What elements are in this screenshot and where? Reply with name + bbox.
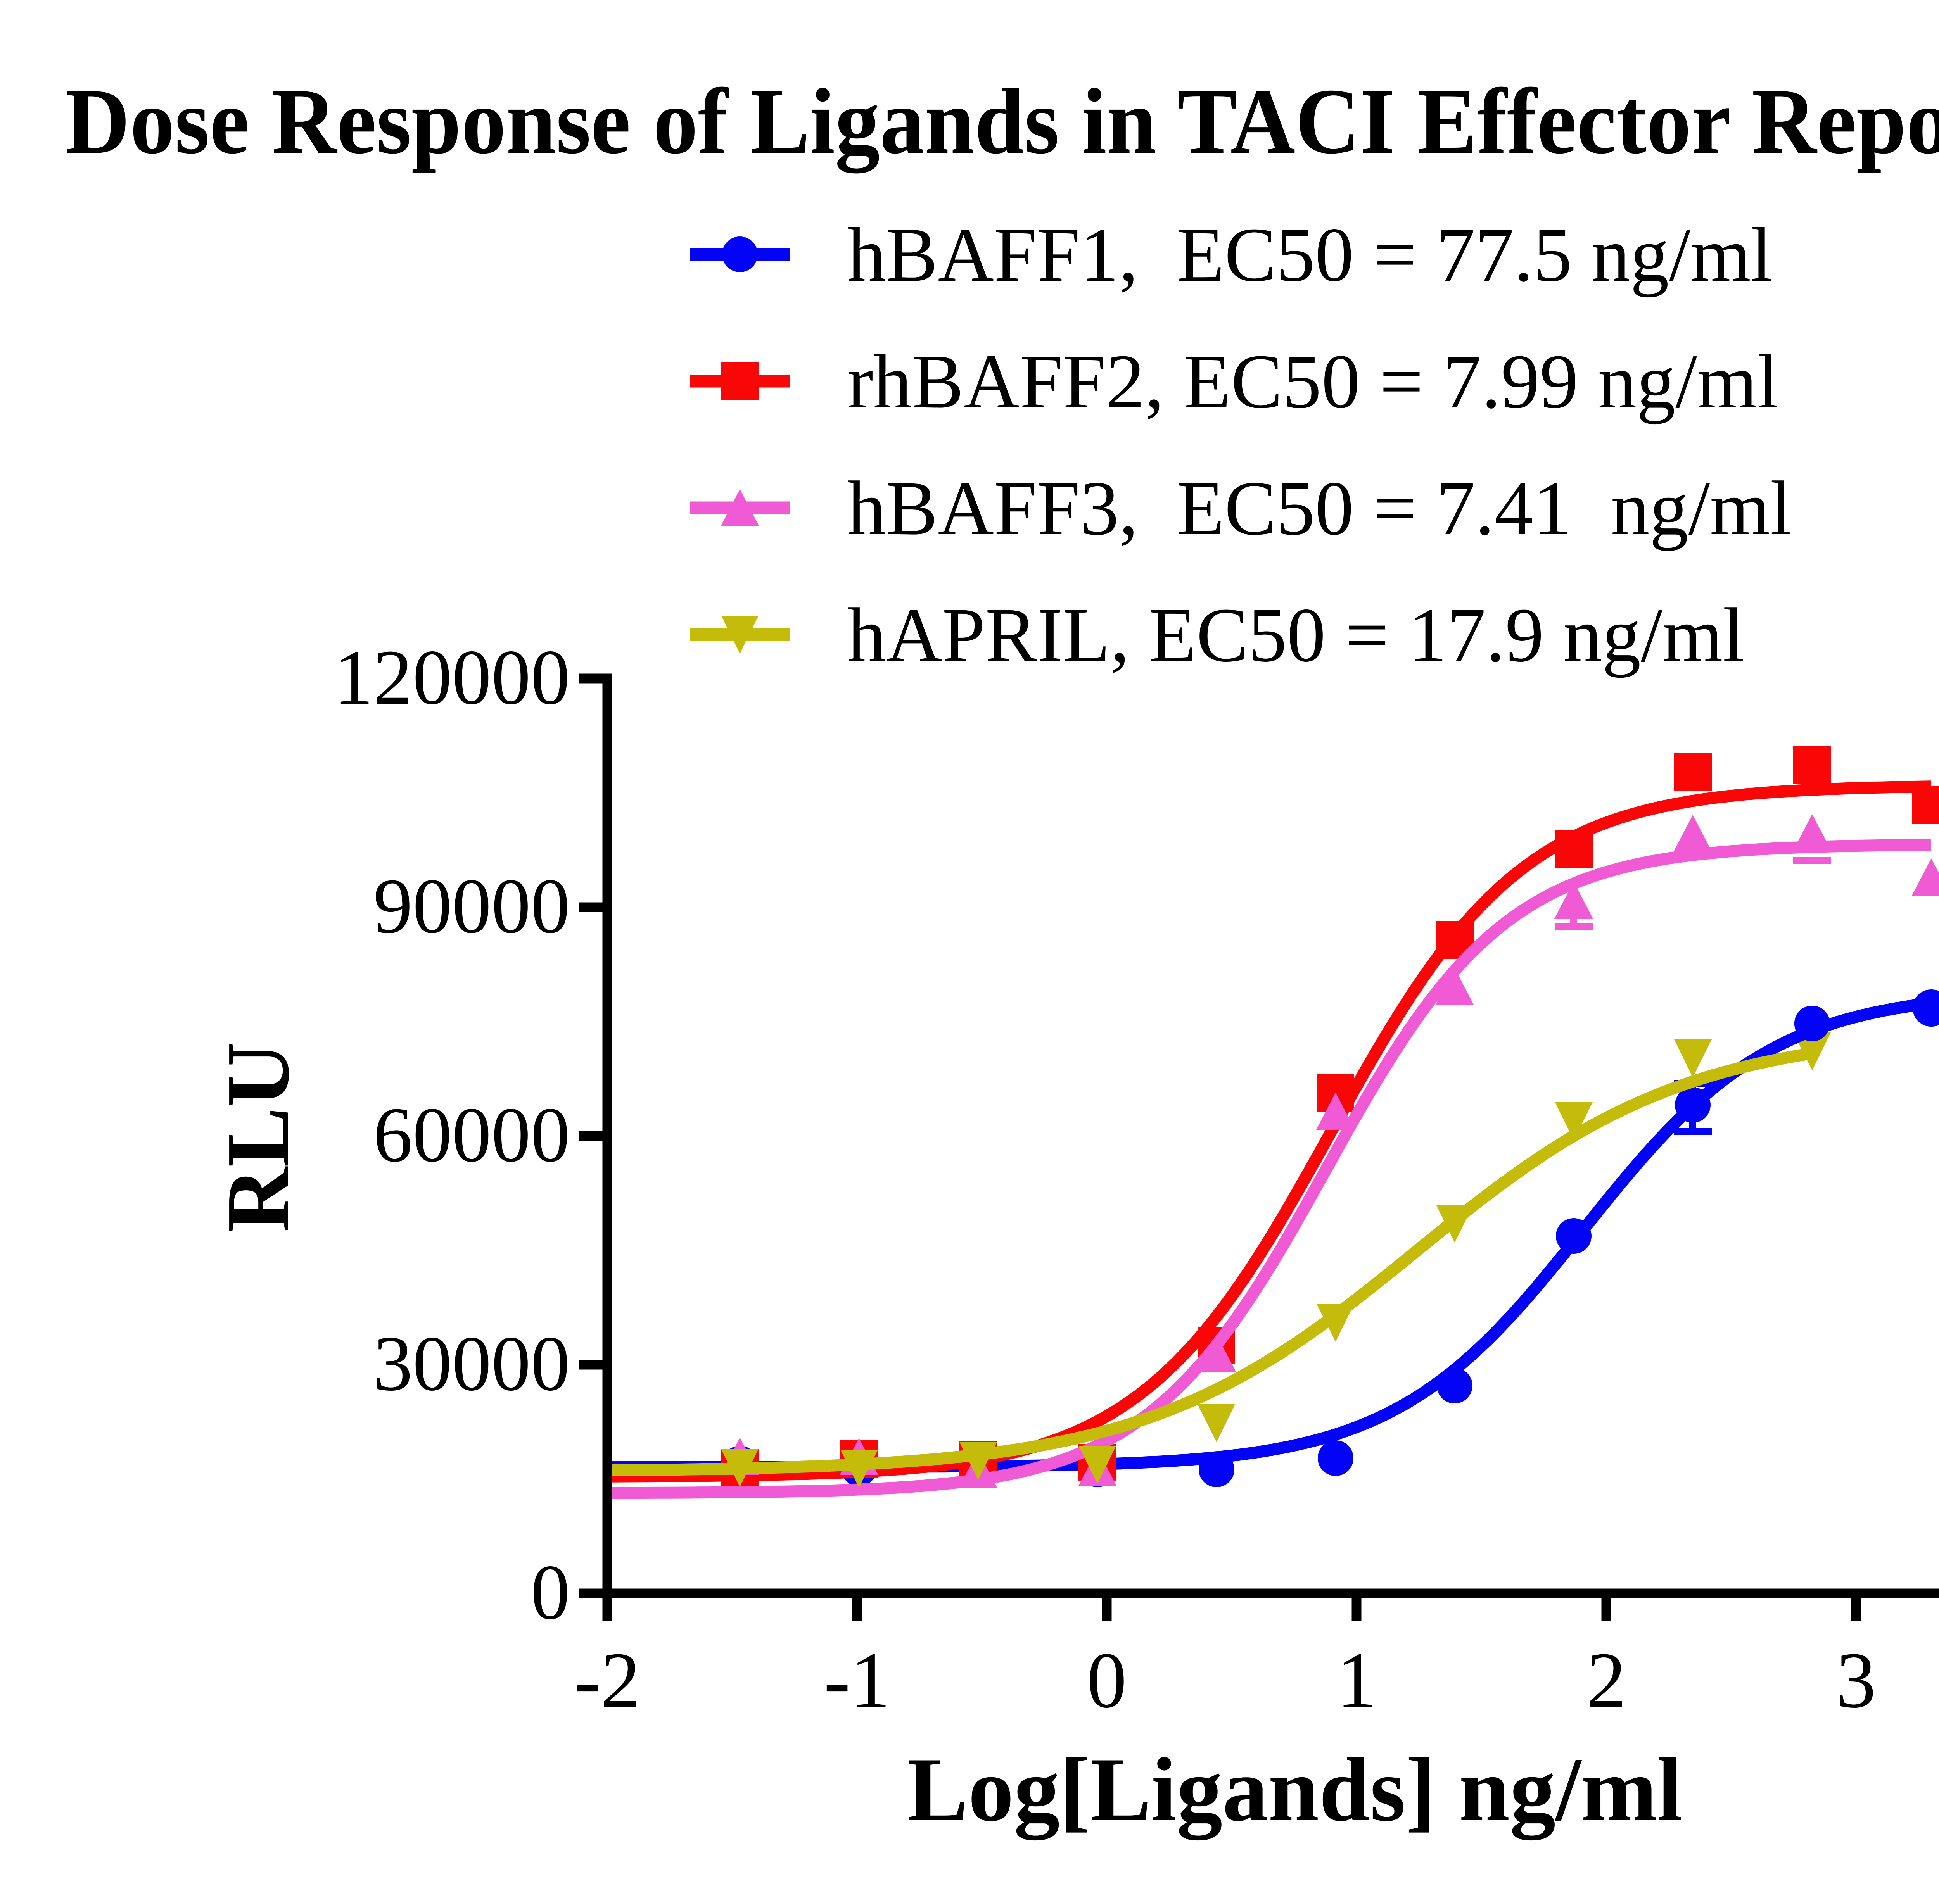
svg-text:60000: 60000 [373,1091,570,1178]
svg-text:3: 3 [1836,1636,1876,1724]
svg-text:-1: -1 [824,1636,890,1724]
svg-text:120000: 120000 [334,634,570,721]
svg-text:RLU: RLU [208,1042,308,1232]
svg-text:hAPRIL, EC50 = 17.9 ng/ml: hAPRIL, EC50 = 17.9 ng/ml [847,592,1744,678]
svg-text:hBAFF1, EC50 = 77.5 ng/ml: hBAFF1, EC50 = 77.5 ng/ml [847,212,1772,298]
svg-text:Log[Ligands] ng/ml: Log[Ligands] ng/ml [907,1739,1683,1840]
svg-text:1: 1 [1337,1636,1377,1724]
svg-text:90000: 90000 [373,862,570,949]
svg-text:0: 0 [1087,1636,1127,1724]
svg-text:hBAFF3, EC50 = 7.41 ng/ml: hBAFF3, EC50 = 7.41 ng/ml [847,466,1792,551]
svg-text:rhBAFF2, EC50 = 7.99 ng/ml: rhBAFF2, EC50 = 7.99 ng/ml [847,339,1779,425]
svg-text:Dose Response of Ligands in TA: Dose Response of Ligands in TACI Effecto… [65,69,1939,173]
svg-text:0: 0 [531,1548,570,1636]
svg-text:-2: -2 [574,1636,641,1724]
svg-text:30000: 30000 [373,1320,570,1407]
svg-text:2: 2 [1586,1636,1626,1724]
